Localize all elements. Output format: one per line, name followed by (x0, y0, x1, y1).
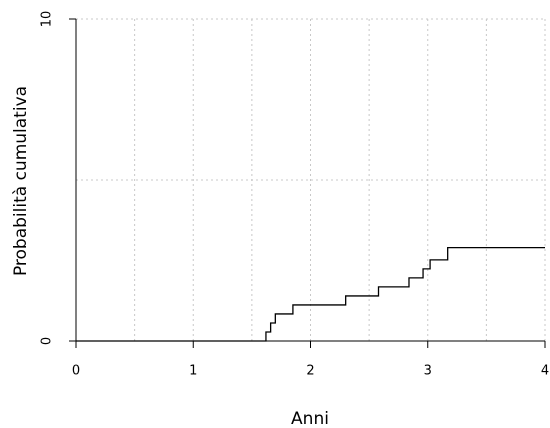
y-tick-label: 0 (40, 337, 55, 345)
x-tick-label: 1 (189, 364, 197, 379)
x-axis-label: Anni (291, 409, 329, 428)
x-tick-label: 3 (424, 364, 432, 379)
y-tick-label: 10 (40, 11, 55, 28)
x-tick-label: 4 (541, 364, 549, 379)
x-tick-label: 0 (72, 364, 80, 379)
y-axis-label: Probabilità cumulativa (11, 86, 31, 276)
step-line (76, 246, 545, 342)
x-tick-label: 2 (306, 364, 314, 379)
